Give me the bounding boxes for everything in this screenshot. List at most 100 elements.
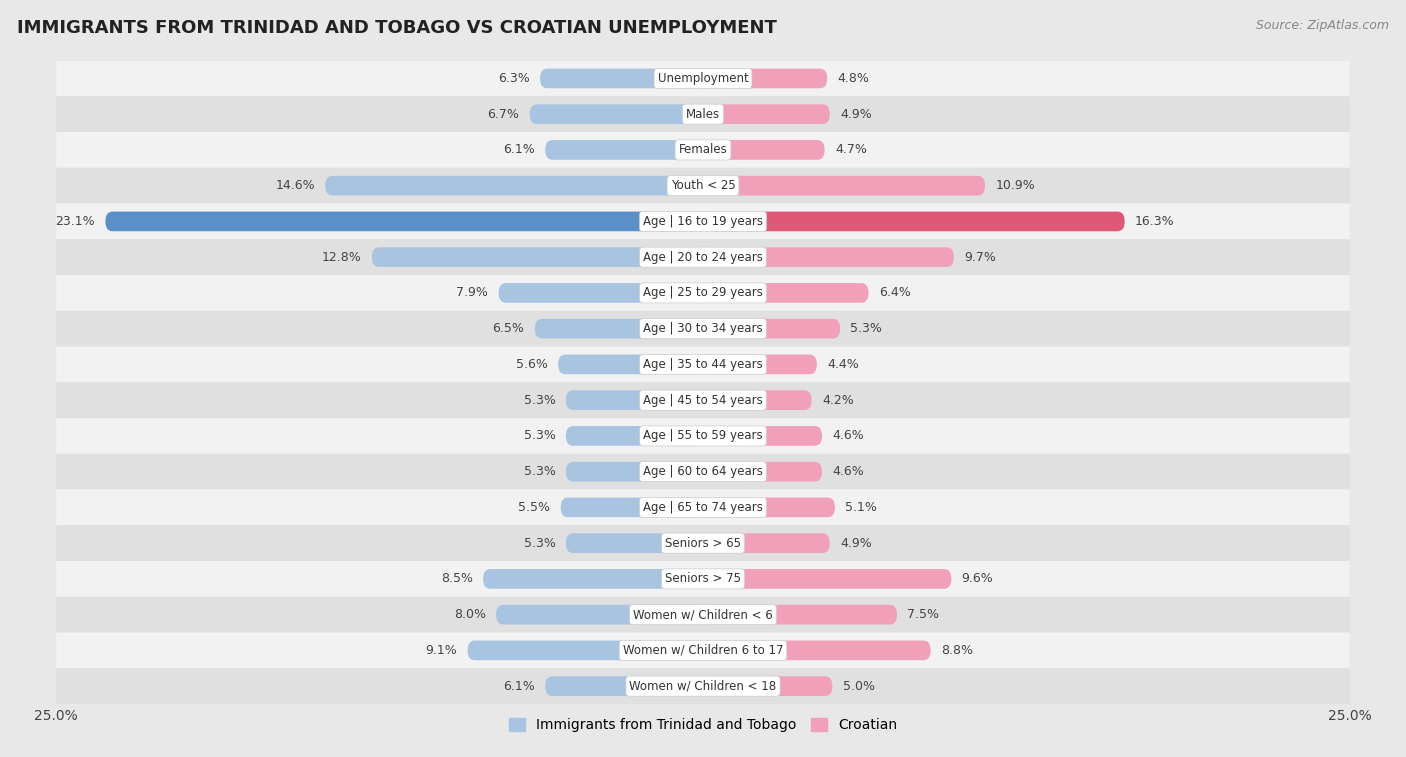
FancyBboxPatch shape [703,640,931,660]
Text: 4.2%: 4.2% [823,394,853,407]
FancyBboxPatch shape [703,497,835,517]
FancyBboxPatch shape [703,391,811,410]
FancyBboxPatch shape [703,605,897,625]
Text: 6.3%: 6.3% [498,72,530,85]
FancyBboxPatch shape [56,61,1350,96]
Text: 6.4%: 6.4% [879,286,911,300]
FancyBboxPatch shape [56,132,1350,168]
FancyBboxPatch shape [565,534,703,553]
Text: 8.0%: 8.0% [454,608,485,621]
Text: Age | 16 to 19 years: Age | 16 to 19 years [643,215,763,228]
Text: Age | 35 to 44 years: Age | 35 to 44 years [643,358,763,371]
FancyBboxPatch shape [484,569,703,589]
Text: 6.5%: 6.5% [492,322,524,335]
Text: Seniors > 75: Seniors > 75 [665,572,741,585]
FancyBboxPatch shape [703,283,869,303]
Text: Males: Males [686,107,720,120]
FancyBboxPatch shape [499,283,703,303]
FancyBboxPatch shape [558,354,703,374]
Text: 8.5%: 8.5% [440,572,472,585]
FancyBboxPatch shape [703,104,830,124]
FancyBboxPatch shape [56,168,1350,204]
Text: 8.8%: 8.8% [941,644,973,657]
FancyBboxPatch shape [56,382,1350,418]
Text: Age | 45 to 54 years: Age | 45 to 54 years [643,394,763,407]
Text: 5.6%: 5.6% [516,358,548,371]
Text: 5.0%: 5.0% [842,680,875,693]
FancyBboxPatch shape [56,490,1350,525]
Text: 4.9%: 4.9% [841,107,872,120]
FancyBboxPatch shape [56,418,1350,453]
FancyBboxPatch shape [703,534,830,553]
FancyBboxPatch shape [56,453,1350,490]
FancyBboxPatch shape [703,426,823,446]
Text: Source: ZipAtlas.com: Source: ZipAtlas.com [1256,19,1389,32]
Text: Age | 30 to 34 years: Age | 30 to 34 years [643,322,763,335]
Text: 23.1%: 23.1% [55,215,96,228]
FancyBboxPatch shape [56,561,1350,597]
Text: 7.9%: 7.9% [457,286,488,300]
FancyBboxPatch shape [546,676,703,696]
FancyBboxPatch shape [703,569,952,589]
FancyBboxPatch shape [703,319,841,338]
FancyBboxPatch shape [703,248,953,267]
FancyBboxPatch shape [468,640,703,660]
FancyBboxPatch shape [540,69,703,89]
Text: Women w/ Children 6 to 17: Women w/ Children 6 to 17 [623,644,783,657]
Text: Age | 55 to 59 years: Age | 55 to 59 years [643,429,763,442]
FancyBboxPatch shape [325,176,703,195]
Text: 5.1%: 5.1% [845,501,877,514]
Text: Age | 20 to 24 years: Age | 20 to 24 years [643,251,763,263]
Text: 9.7%: 9.7% [965,251,997,263]
FancyBboxPatch shape [534,319,703,338]
Text: Unemployment: Unemployment [658,72,748,85]
FancyBboxPatch shape [56,668,1350,704]
FancyBboxPatch shape [546,140,703,160]
Text: Age | 60 to 64 years: Age | 60 to 64 years [643,465,763,478]
FancyBboxPatch shape [56,204,1350,239]
Text: 4.9%: 4.9% [841,537,872,550]
FancyBboxPatch shape [565,462,703,481]
FancyBboxPatch shape [56,633,1350,668]
FancyBboxPatch shape [56,275,1350,311]
Text: 9.6%: 9.6% [962,572,994,585]
Text: 5.3%: 5.3% [523,465,555,478]
FancyBboxPatch shape [105,212,703,231]
Text: Age | 65 to 74 years: Age | 65 to 74 years [643,501,763,514]
Text: 10.9%: 10.9% [995,179,1035,192]
FancyBboxPatch shape [371,248,703,267]
Text: Women w/ Children < 18: Women w/ Children < 18 [630,680,776,693]
FancyBboxPatch shape [703,176,986,195]
Text: 4.4%: 4.4% [827,358,859,371]
FancyBboxPatch shape [56,347,1350,382]
Text: 5.3%: 5.3% [523,394,555,407]
Text: IMMIGRANTS FROM TRINIDAD AND TOBAGO VS CROATIAN UNEMPLOYMENT: IMMIGRANTS FROM TRINIDAD AND TOBAGO VS C… [17,19,776,37]
Text: 4.7%: 4.7% [835,143,868,157]
Text: 9.1%: 9.1% [426,644,457,657]
Text: 12.8%: 12.8% [322,251,361,263]
Legend: Immigrants from Trinidad and Tobago, Croatian: Immigrants from Trinidad and Tobago, Cro… [509,718,897,733]
Text: 6.7%: 6.7% [488,107,519,120]
FancyBboxPatch shape [56,311,1350,347]
Text: Youth < 25: Youth < 25 [671,179,735,192]
Text: 5.3%: 5.3% [523,537,555,550]
FancyBboxPatch shape [565,391,703,410]
FancyBboxPatch shape [56,597,1350,633]
Text: Age | 25 to 29 years: Age | 25 to 29 years [643,286,763,300]
FancyBboxPatch shape [56,96,1350,132]
Text: 6.1%: 6.1% [503,680,534,693]
Text: 4.6%: 4.6% [832,429,865,442]
FancyBboxPatch shape [703,212,1125,231]
Text: Females: Females [679,143,727,157]
Text: 5.3%: 5.3% [523,429,555,442]
Text: 5.5%: 5.5% [519,501,550,514]
FancyBboxPatch shape [703,462,823,481]
Text: 5.3%: 5.3% [851,322,883,335]
Text: 6.1%: 6.1% [503,143,534,157]
FancyBboxPatch shape [56,525,1350,561]
FancyBboxPatch shape [565,426,703,446]
Text: Seniors > 65: Seniors > 65 [665,537,741,550]
Text: Women w/ Children < 6: Women w/ Children < 6 [633,608,773,621]
FancyBboxPatch shape [703,354,817,374]
FancyBboxPatch shape [703,140,824,160]
